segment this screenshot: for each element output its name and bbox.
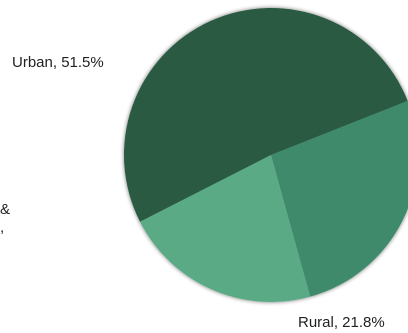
slice-label-rural: Rural, 21.8% (298, 314, 385, 331)
pie-slice-rural (140, 155, 311, 302)
slice-label-urban: Urban, 51.5% (12, 54, 104, 71)
pie-slices (124, 8, 408, 302)
partial-label-comma: , (0, 219, 4, 236)
pie-slice-urban (124, 8, 408, 222)
slice-label-suburban-partial: & (0, 201, 10, 218)
pie-slice-suburban (271, 100, 408, 297)
